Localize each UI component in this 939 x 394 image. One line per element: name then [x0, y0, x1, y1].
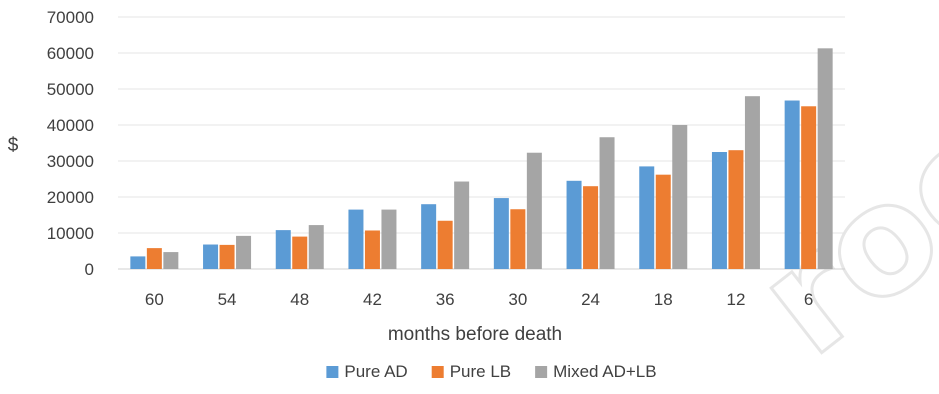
bar-pure-lb-12 — [728, 150, 744, 269]
bar-mixed-ad-lb-6 — [817, 48, 833, 269]
bar-mixed-ad-lb-36 — [454, 181, 470, 269]
x-tick-label: 60 — [145, 290, 164, 309]
bar-pure-ad-54 — [203, 244, 219, 269]
bar-pure-ad-48 — [275, 230, 291, 269]
y-tick-label: 40000 — [47, 116, 94, 135]
bar-pure-ad-6 — [784, 100, 800, 270]
bar-pure-ad-30 — [493, 198, 509, 269]
legend-label: Pure LB — [450, 362, 511, 381]
legend-swatch — [326, 366, 339, 378]
bar-mixed-ad-lb-24 — [599, 137, 615, 269]
y-tick-label: 20000 — [47, 188, 94, 207]
bar-pure-lb-48 — [292, 236, 308, 269]
x-tick-labels: 60 54 48 42 36 30 24 18 12 6 — [145, 290, 813, 309]
bar-mixed-ad-lb-18 — [672, 125, 688, 269]
bar-pure-ad-18 — [639, 166, 655, 269]
x-tick-label: 30 — [508, 290, 527, 309]
bar-pure-ad-12 — [711, 152, 727, 269]
x-tick-label: 12 — [726, 290, 745, 309]
bars — [130, 48, 833, 270]
legend: Pure AD Pure LB Mixed AD+LB — [326, 362, 657, 381]
bar-pure-lb-30 — [510, 209, 526, 269]
bar-pure-lb-18 — [655, 174, 671, 269]
bar-mixed-ad-lb-54 — [236, 235, 252, 269]
bar-pure-ad-42 — [348, 209, 364, 269]
bar-pure-lb-24 — [583, 186, 599, 269]
bar-pure-ad-24 — [566, 180, 582, 269]
y-tick-label: 70000 — [47, 8, 94, 27]
y-tick-label: 30000 — [47, 152, 94, 171]
bar-pure-lb-36 — [437, 220, 453, 269]
bar-pure-ad-36 — [421, 204, 437, 269]
bar-pure-lb-60 — [146, 248, 162, 269]
bar-mixed-ad-lb-60 — [163, 252, 179, 269]
y-tick-label: 50000 — [47, 80, 94, 99]
bar-mixed-ad-lb-48 — [308, 225, 324, 269]
x-tick-label: 36 — [436, 290, 455, 309]
x-tick-label: 54 — [218, 290, 237, 309]
x-axis-title: months before death — [388, 324, 562, 345]
bar-pure-lb-54 — [219, 244, 235, 269]
bar-mixed-ad-lb-42 — [381, 209, 397, 269]
legend-label: Mixed AD+LB — [553, 362, 656, 381]
bar-pure-lb-42 — [364, 230, 380, 269]
y-tick-label: 0 — [85, 260, 94, 279]
y-tick-labels: 0 10000 20000 30000 40000 50000 60000 70000 — [47, 8, 94, 279]
bar-pure-lb-6 — [801, 106, 817, 269]
bar-pure-ad-60 — [130, 256, 146, 269]
legend-swatch — [431, 366, 444, 378]
y-axis-title: $ — [8, 135, 19, 156]
bar-mixed-ad-lb-12 — [744, 96, 760, 269]
x-tick-label: 42 — [363, 290, 382, 309]
legend-swatch — [535, 366, 548, 378]
x-tick-label: 6 — [804, 290, 813, 309]
y-tick-label: 10000 — [47, 224, 94, 243]
legend-label: Pure AD — [344, 362, 407, 381]
x-tick-label: 48 — [290, 290, 309, 309]
x-tick-label: 24 — [581, 290, 600, 309]
y-tick-label: 60000 — [47, 44, 94, 63]
x-tick-label: 18 — [654, 290, 673, 309]
bar-mixed-ad-lb-30 — [526, 152, 542, 269]
